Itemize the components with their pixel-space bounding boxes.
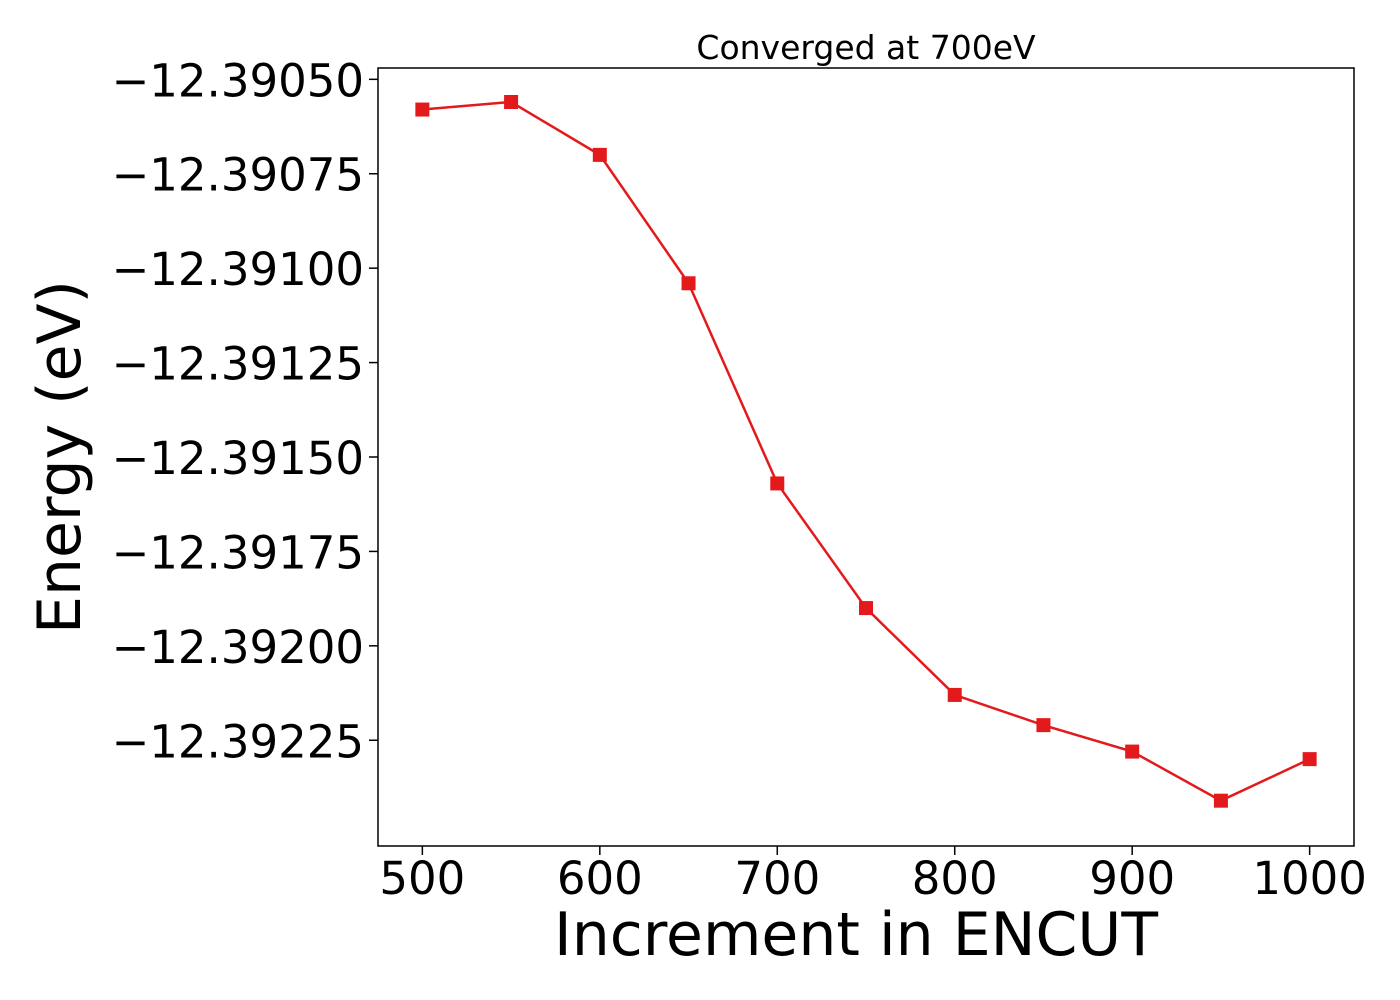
plot-area — [377, 67, 1355, 847]
x-tick-label: 700 — [734, 852, 820, 905]
y-tick-label: −12.39100 — [112, 243, 364, 296]
x-axis-ticks: 500 600 700 800 900 1000 — [379, 846, 1367, 905]
data-point-marker — [1302, 752, 1317, 767]
x-tick-label: 1000 — [1252, 852, 1367, 905]
y-tick-label: −12.39200 — [112, 621, 364, 674]
data-point-marker — [947, 687, 962, 702]
data-point-marker — [504, 94, 519, 109]
chart-title: Converged at 700eV — [696, 28, 1036, 67]
y-tick-label: −12.39050 — [112, 54, 364, 107]
data-point-marker — [592, 147, 607, 162]
series-layer — [415, 94, 1317, 808]
y-tick-label: −12.39175 — [112, 526, 364, 579]
x-tick-label: 600 — [557, 852, 643, 905]
y-axis-ticks: −12.39050 −12.39075 −12.39100 −12.39125 −12.… — [112, 54, 378, 768]
data-point-marker — [415, 102, 430, 117]
data-point-marker — [681, 276, 696, 291]
y-tick-label: −12.39075 — [112, 149, 364, 202]
y-axis-label: Energy (eV) — [25, 280, 95, 634]
data-point-marker — [859, 601, 873, 616]
data-point-marker — [770, 476, 785, 491]
y-tick-label: −12.39125 — [112, 338, 364, 391]
x-tick-label: 900 — [1089, 852, 1175, 905]
y-tick-label: −12.39150 — [112, 432, 364, 485]
data-point-marker — [1125, 744, 1140, 759]
y-tick-label: −12.39225 — [112, 715, 364, 768]
data-point-marker — [1036, 718, 1051, 733]
x-axis-label: Increment in ENCUT — [554, 900, 1158, 970]
x-tick-label: 800 — [912, 852, 998, 905]
data-point-marker — [1213, 793, 1228, 808]
x-tick-label: 500 — [379, 852, 465, 905]
